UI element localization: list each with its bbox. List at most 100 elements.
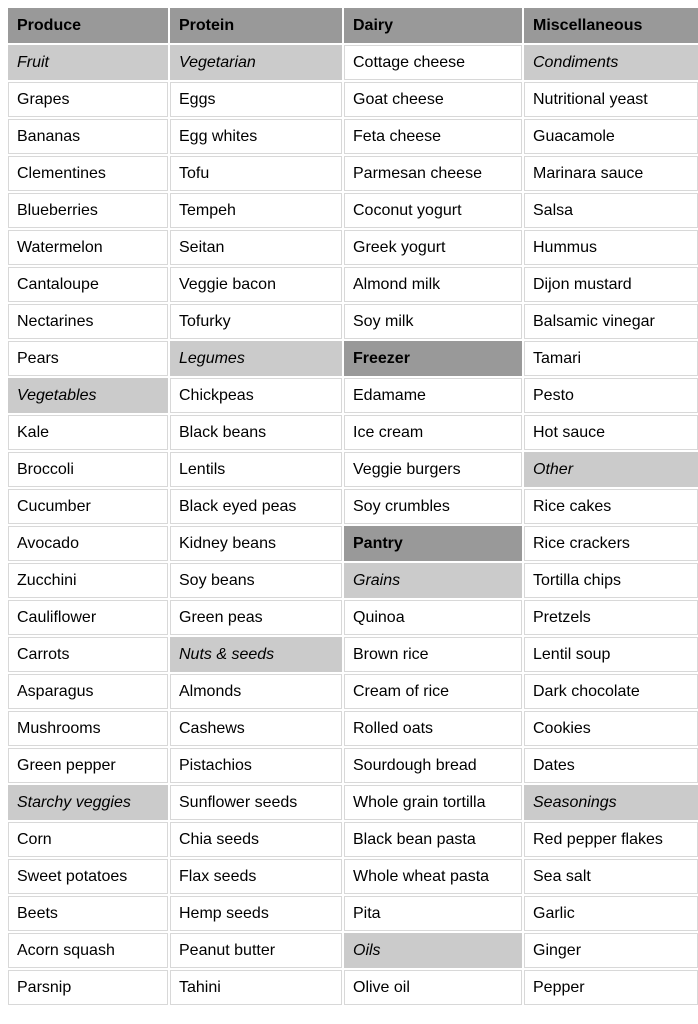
- item-cell: Rolled oats: [344, 711, 522, 746]
- table-row: Pears Legumes Freezer Tamari: [8, 341, 698, 376]
- item-cell: Sweet potatoes: [8, 859, 168, 894]
- table-row: Vegetables Chickpeas Edamame Pesto: [8, 378, 698, 413]
- table-row: Kale Black beans Ice cream Hot sauce: [8, 415, 698, 450]
- subcategory-cell: Nuts & seeds: [170, 637, 342, 672]
- item-cell: Ginger: [524, 933, 698, 968]
- item-cell: Bananas: [8, 119, 168, 154]
- item-cell: Greek yogurt: [344, 230, 522, 265]
- table-row: Parsnip Tahini Olive oil Pepper: [8, 970, 698, 1005]
- item-cell: Black beans: [170, 415, 342, 450]
- item-cell: Veggie burgers: [344, 452, 522, 487]
- table-row: Cantaloupe Veggie bacon Almond milk Dijon m…: [8, 267, 698, 302]
- item-cell: Nectarines: [8, 304, 168, 339]
- item-cell: Marinara sauce: [524, 156, 698, 191]
- item-cell: Parmesan cheese: [344, 156, 522, 191]
- item-cell: Rice cakes: [524, 489, 698, 524]
- subcategory-cell: Oils: [344, 933, 522, 968]
- item-cell: Asparagus: [8, 674, 168, 709]
- item-cell: Kidney beans: [170, 526, 342, 561]
- grocery-table-body: Produce Protein Dairy Miscellaneous Fruit Veg…: [8, 8, 698, 1005]
- item-cell: Cookies: [524, 711, 698, 746]
- item-cell: Cottage cheese: [344, 45, 522, 80]
- item-cell: Carrots: [8, 637, 168, 672]
- subcategory-cell: Vegetarian: [170, 45, 342, 80]
- item-cell: Cauliflower: [8, 600, 168, 635]
- item-cell: Avocado: [8, 526, 168, 561]
- subcategory-cell: Vegetables: [8, 378, 168, 413]
- table-row: Broccoli Lentils Veggie burgers Other: [8, 452, 698, 487]
- item-cell: Pears: [8, 341, 168, 376]
- subcategory-cell: Other: [524, 452, 698, 487]
- table-row: Sweet potatoes Flax seeds Whole wheat past…: [8, 859, 698, 894]
- item-cell: Dijon mustard: [524, 267, 698, 302]
- item-cell: Tortilla chips: [524, 563, 698, 598]
- item-cell: Tamari: [524, 341, 698, 376]
- item-cell: Balsamic vinegar: [524, 304, 698, 339]
- item-cell: Rice crackers: [524, 526, 698, 561]
- item-cell: Soy crumbles: [344, 489, 522, 524]
- item-cell: Kale: [8, 415, 168, 450]
- table-row: Beets Hemp seeds Pita Garlic: [8, 896, 698, 931]
- item-cell: Cucumber: [8, 489, 168, 524]
- item-cell: Egg whites: [170, 119, 342, 154]
- item-cell: Blueberries: [8, 193, 168, 228]
- category-header-cell: Miscellaneous: [524, 8, 698, 43]
- item-cell: Pretzels: [524, 600, 698, 635]
- table-row: Nectarines Tofurky Soy milk Balsamic vinega…: [8, 304, 698, 339]
- item-cell: Pepper: [524, 970, 698, 1005]
- item-cell: Grapes: [8, 82, 168, 117]
- table-row: Asparagus Almonds Cream of rice Dark chocol…: [8, 674, 698, 709]
- item-cell: Corn: [8, 822, 168, 857]
- subcategory-cell: Fruit: [8, 45, 168, 80]
- table-row: Cucumber Black eyed peas Soy crumbles Rice …: [8, 489, 698, 524]
- item-cell: Cashews: [170, 711, 342, 746]
- item-cell: Clementines: [8, 156, 168, 191]
- item-cell: Peanut butter: [170, 933, 342, 968]
- item-cell: Green peas: [170, 600, 342, 635]
- item-cell: Flax seeds: [170, 859, 342, 894]
- subcategory-cell: Starchy veggies: [8, 785, 168, 820]
- category-header-cell: Freezer: [344, 341, 522, 376]
- item-cell: Edamame: [344, 378, 522, 413]
- table-row: Watermelon Seitan Greek yogurt Hummus: [8, 230, 698, 265]
- table-row: Produce Protein Dairy Miscellaneous: [8, 8, 698, 43]
- item-cell: Dark chocolate: [524, 674, 698, 709]
- item-cell: Black eyed peas: [170, 489, 342, 524]
- item-cell: Black bean pasta: [344, 822, 522, 857]
- item-cell: Brown rice: [344, 637, 522, 672]
- item-cell: Quinoa: [344, 600, 522, 635]
- item-cell: Pistachios: [170, 748, 342, 783]
- item-cell: Hummus: [524, 230, 698, 265]
- category-header-cell: Produce: [8, 8, 168, 43]
- item-cell: Cream of rice: [344, 674, 522, 709]
- item-cell: Feta cheese: [344, 119, 522, 154]
- item-cell: Pesto: [524, 378, 698, 413]
- item-cell: Red pepper flakes: [524, 822, 698, 857]
- item-cell: Acorn squash: [8, 933, 168, 968]
- item-cell: Ice cream: [344, 415, 522, 450]
- table-row: Starchy veggies Sunflower seeds Whole grai…: [8, 785, 698, 820]
- category-header-cell: Dairy: [344, 8, 522, 43]
- item-cell: Sea salt: [524, 859, 698, 894]
- item-cell: Almond milk: [344, 267, 522, 302]
- item-cell: Sourdough bread: [344, 748, 522, 783]
- item-cell: Chia seeds: [170, 822, 342, 857]
- category-header-cell: Protein: [170, 8, 342, 43]
- item-cell: Lentil soup: [524, 637, 698, 672]
- item-cell: Olive oil: [344, 970, 522, 1005]
- table-row: Clementines Tofu Parmesan cheese Marinara s…: [8, 156, 698, 191]
- table-row: Cauliflower Green peas Quinoa Pretzels: [8, 600, 698, 635]
- item-cell: Tofurky: [170, 304, 342, 339]
- table-row: Acorn squash Peanut butter Oils Ginger: [8, 933, 698, 968]
- table-row: Grapes Eggs Goat cheese Nutritional yeast: [8, 82, 698, 117]
- item-cell: Soy beans: [170, 563, 342, 598]
- item-cell: Lentils: [170, 452, 342, 487]
- subcategory-cell: Grains: [344, 563, 522, 598]
- item-cell: Sunflower seeds: [170, 785, 342, 820]
- table-row: Fruit Vegetarian Cottage cheese Condiments: [8, 45, 698, 80]
- item-cell: Tofu: [170, 156, 342, 191]
- item-cell: Hot sauce: [524, 415, 698, 450]
- item-cell: Hemp seeds: [170, 896, 342, 931]
- subcategory-cell: Condiments: [524, 45, 698, 80]
